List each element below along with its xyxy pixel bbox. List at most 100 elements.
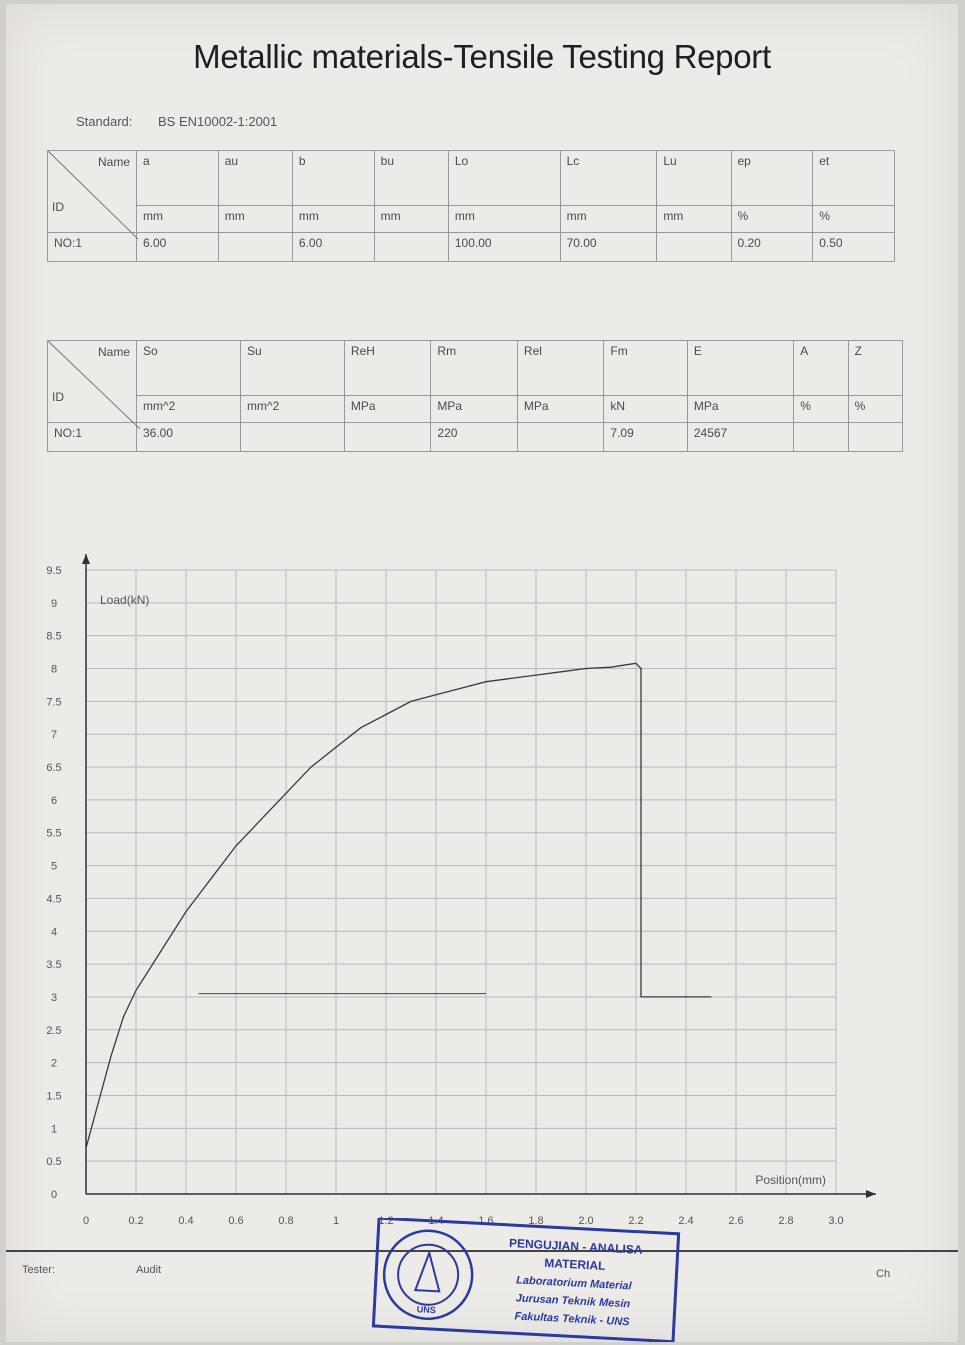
data-point (185, 910, 187, 913)
table2-header: E (686, 340, 795, 396)
data-point (635, 662, 637, 664)
stamp-border (371, 1218, 681, 1342)
x-tick-label: 1 (333, 1215, 339, 1227)
data-point (335, 746, 337, 748)
seal-outer-ring (382, 1229, 474, 1321)
corner-diagonal (48, 341, 140, 429)
data-point (410, 700, 412, 702)
data-point (360, 727, 362, 729)
table1-unit: mm (447, 205, 561, 233)
stamp-text-line: Jurusan Teknik Mesin (515, 1292, 630, 1310)
table2-row-id: NO:1 (47, 422, 137, 452)
data-point (135, 989, 137, 991)
table2-cell (239, 422, 345, 452)
table1-corner-cell: Name ID (47, 150, 138, 239)
data-point (97, 1101, 100, 1103)
seal-text: UNS (417, 1304, 437, 1315)
table1-unit: % (812, 205, 895, 233)
table2-unit: MPa (430, 395, 518, 423)
data-point (640, 667, 642, 670)
table1-cell (373, 232, 449, 262)
y-axis-arrow (82, 554, 90, 564)
x-tick-label: 0 (83, 1215, 89, 1227)
x-axis-label: Position(mm) (755, 1173, 826, 1187)
data-point (610, 666, 612, 668)
table1-corner-id: ID (52, 200, 64, 214)
table2-cell: 220 (430, 422, 518, 452)
data-point (560, 671, 562, 673)
x-tick-label: 0.6 (228, 1215, 243, 1227)
table1-cell: 100.00 (447, 232, 561, 262)
table1-header: a (136, 150, 219, 206)
table1-cell (217, 232, 293, 262)
data-point (110, 1055, 112, 1057)
tensile-results-table: Name ID So Su ReH Rm Rel Fm E A Z mm^2 m… (47, 340, 904, 452)
x-tick-label: 2.0 (578, 1215, 593, 1227)
table1-row-id: NO:1 (47, 232, 137, 262)
report-title: Metallic materials-Tensile Testing Repor… (193, 38, 771, 75)
data-point (485, 681, 487, 683)
footer-divider (6, 1250, 958, 1252)
y-axis-label: Load(kN) (100, 593, 149, 607)
table1-header: Lu (656, 150, 732, 206)
table2-header: Rm (430, 340, 518, 396)
y-tick-label: 0 (51, 1189, 57, 1201)
y-tick-label: 9 (51, 598, 57, 610)
stamp-text-line: Fakultas Teknik - UNS (514, 1310, 630, 1328)
y-tick-label: 2 (51, 1058, 57, 1070)
table2-unit: % (793, 395, 849, 423)
table2-corner-name: Name (97, 345, 130, 359)
table1-header: bu (373, 150, 449, 206)
y-tick-label: 4 (51, 926, 57, 938)
table2-unit: mm^2 (239, 395, 345, 423)
footer-tester-label: Tester: (22, 1264, 56, 1276)
y-tick-label: 2.5 (46, 1025, 61, 1037)
table2-corner-id: ID (52, 390, 64, 404)
x-tick-label: 2.8 (778, 1215, 793, 1227)
table1-header: Lo (447, 150, 561, 206)
table2-header: A (793, 340, 849, 396)
y-tick-label: 4.5 (46, 893, 61, 905)
table2-header: Z (847, 340, 904, 396)
stamp-text-line: MATERIAL (544, 1256, 606, 1273)
table2-cell (847, 422, 904, 452)
y-tick-label: 7.5 (46, 696, 61, 708)
data-point (160, 950, 162, 952)
table2-unit: % (847, 395, 904, 423)
data-point (122, 1016, 125, 1018)
table1-unit: mm (559, 205, 658, 233)
y-tick-label: 0.5 (46, 1156, 61, 1168)
y-tick-label: 1.5 (46, 1090, 61, 1102)
load-position-chart: 0 0.2 0.4 0.6 0.8 1 1.2 1.4 1.6 1.8 2.0 2.2 2.4 2.6 2.… (46, 554, 876, 1227)
y-tick-label: 6.5 (46, 762, 61, 774)
table2-unit: kN (603, 395, 688, 423)
y-tick-label: 5 (51, 861, 57, 873)
table2-unit: MPa (343, 395, 432, 423)
table2-header: So (136, 340, 241, 396)
table2-cell (793, 422, 849, 452)
report-sheet: Metallic materials-Tensile Testing Repor… (6, 4, 958, 1342)
table1-unit: mm (656, 205, 732, 233)
data-point (535, 674, 537, 676)
data-point (310, 766, 312, 768)
table2-unit: MPa (516, 395, 605, 423)
y-tick-label: 8 (51, 664, 57, 676)
table2-cell: 36.00 (136, 422, 241, 452)
data-point (435, 694, 437, 696)
stamp-text-line: Laboratorium Material (516, 1274, 633, 1292)
laboratory-stamp: UNS PENGUJIAN - ANALISAMATERIALLaboratori… (371, 1218, 681, 1342)
y-tick-label: 5.5 (46, 828, 61, 840)
seal-emblem (413, 1249, 441, 1293)
y-tick-label: 9.5 (46, 565, 61, 577)
data-point (210, 878, 212, 880)
table2-header: ReH (343, 340, 432, 396)
table2-header: Rel (516, 340, 605, 396)
table2-cell (516, 422, 605, 452)
x-tick-label: 3.0 (828, 1215, 843, 1227)
x-tick-label: 2.6 (728, 1215, 743, 1227)
specimen-dimension-table: Name ID a au b bu Lo Lc Lu ep et mm mm m… (47, 150, 895, 262)
table1-cell (656, 232, 732, 262)
x-tick-label: 0.4 (178, 1215, 193, 1227)
y-tick-label: 8.5 (46, 631, 61, 643)
x-axis-arrow (866, 1190, 876, 1198)
